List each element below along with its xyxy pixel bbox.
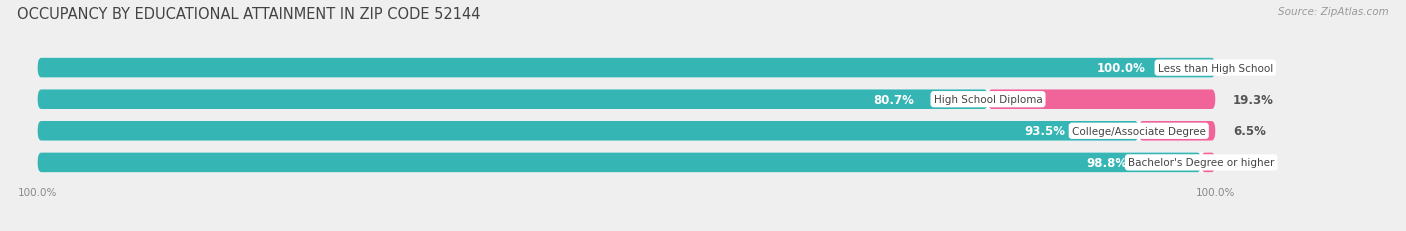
FancyBboxPatch shape — [38, 59, 1215, 78]
Text: 19.3%: 19.3% — [1233, 93, 1274, 106]
Text: 93.5%: 93.5% — [1024, 125, 1064, 138]
FancyBboxPatch shape — [1139, 122, 1215, 141]
Text: 80.7%: 80.7% — [873, 93, 914, 106]
Text: 0.0%: 0.0% — [1233, 62, 1265, 75]
Text: Bachelor's Degree or higher: Bachelor's Degree or higher — [1128, 158, 1274, 168]
Text: 1.2%: 1.2% — [1233, 156, 1265, 169]
Text: 98.8%: 98.8% — [1087, 156, 1128, 169]
Text: Less than High School: Less than High School — [1157, 63, 1272, 73]
Text: College/Associate Degree: College/Associate Degree — [1071, 126, 1206, 136]
Text: 100.0%: 100.0% — [1195, 187, 1234, 197]
FancyBboxPatch shape — [38, 59, 1215, 78]
Text: Source: ZipAtlas.com: Source: ZipAtlas.com — [1278, 7, 1389, 17]
FancyBboxPatch shape — [38, 122, 1139, 141]
Text: 100.0%: 100.0% — [18, 187, 58, 197]
Text: High School Diploma: High School Diploma — [934, 95, 1042, 105]
Text: 100.0%: 100.0% — [1097, 62, 1146, 75]
FancyBboxPatch shape — [38, 122, 1215, 141]
FancyBboxPatch shape — [38, 153, 1201, 172]
Text: 6.5%: 6.5% — [1233, 125, 1265, 138]
FancyBboxPatch shape — [988, 90, 1215, 109]
FancyBboxPatch shape — [38, 90, 1215, 109]
FancyBboxPatch shape — [38, 90, 988, 109]
FancyBboxPatch shape — [38, 153, 1215, 172]
Text: OCCUPANCY BY EDUCATIONAL ATTAINMENT IN ZIP CODE 52144: OCCUPANCY BY EDUCATIONAL ATTAINMENT IN Z… — [17, 7, 481, 22]
FancyBboxPatch shape — [1201, 153, 1215, 172]
